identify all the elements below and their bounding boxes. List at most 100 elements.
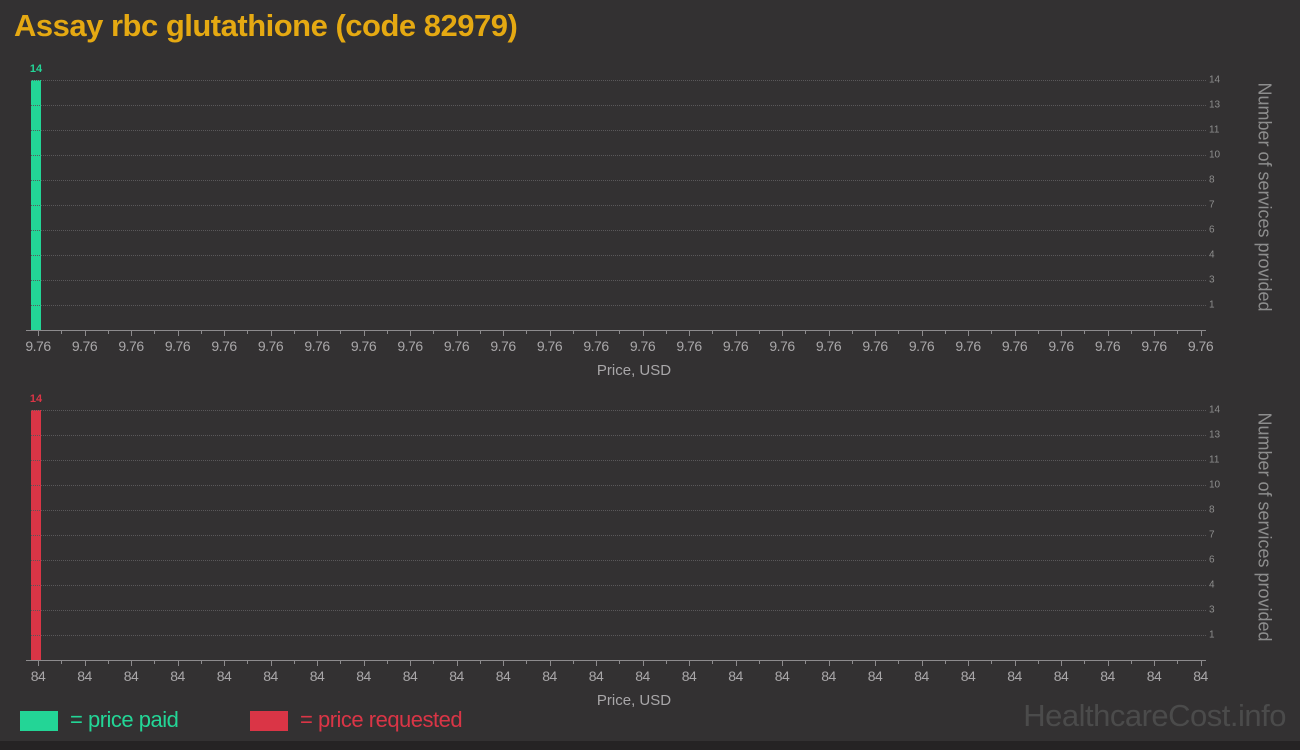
x-axis-tick-label: 9.76 — [815, 338, 842, 354]
gridline — [31, 80, 1206, 81]
x-axis-minor-tick — [479, 661, 481, 664]
x-axis-title: Price, USD — [596, 362, 672, 379]
x-axis-tick-label: 9.76 — [722, 338, 749, 354]
y-axis-tick-label: 14 — [1209, 404, 1221, 416]
x-axis-tick-label: 9.76 — [490, 338, 516, 354]
x-axis-tick-label: 84 — [867, 668, 883, 684]
x-axis-tick — [410, 661, 411, 666]
x-axis-tick — [131, 661, 132, 666]
x-axis-tick — [1200, 331, 1202, 336]
x-axis-tick — [224, 331, 225, 336]
x-axis-tick-label: 9.76 — [443, 338, 470, 354]
x-axis-tick — [177, 331, 179, 336]
x-axis-tick — [1107, 331, 1109, 336]
x-axis-tick — [84, 331, 86, 336]
x-axis-tick-label: 84 — [1007, 668, 1022, 684]
x-axis-tick-label: 9.76 — [350, 338, 377, 354]
x-axis-tick-label: 9.76 — [397, 338, 423, 354]
x-axis-minor-tick — [1177, 661, 1179, 664]
x-axis-minor-tick — [665, 331, 667, 334]
legend-swatch-price-paid — [20, 711, 58, 731]
gridline — [31, 585, 1206, 586]
x-axis-tick — [270, 331, 272, 336]
x-axis-minor-tick — [293, 661, 295, 664]
x-axis-minor-tick — [200, 661, 202, 664]
x-axis-minor-tick — [851, 331, 853, 334]
x-axis-minor-tick — [340, 331, 342, 334]
gridline — [31, 460, 1206, 461]
x-axis-minor-tick — [1037, 661, 1039, 664]
x-axis-minor-tick — [898, 331, 900, 334]
gridline — [31, 610, 1206, 611]
x-axis-tick-label: 84 — [1193, 668, 1208, 684]
x-axis-title: Price, USD — [596, 692, 672, 709]
y-axis-tick-label: 8 — [1209, 174, 1215, 186]
gridline — [31, 255, 1206, 256]
x-axis-tick-label: 84 — [774, 668, 790, 684]
x-axis-minor-tick — [433, 661, 435, 664]
x-axis-tick-label: 9.76 — [955, 338, 981, 354]
x-axis-minor-tick — [61, 661, 63, 664]
x-axis-tick — [317, 331, 318, 336]
x-axis-tick — [1014, 331, 1016, 336]
x-axis-tick — [224, 661, 225, 666]
y-axis-tick-label: 7 — [1209, 529, 1215, 541]
legend-swatch-price-requested — [250, 711, 288, 731]
x-axis-tick-label: 84 — [1053, 668, 1069, 684]
gridline — [31, 280, 1206, 281]
x-axis-tick-label: 9.76 — [1094, 338, 1121, 354]
x-axis-minor-tick — [386, 661, 388, 664]
x-axis-minor-tick — [712, 331, 714, 334]
x-axis-minor-tick — [572, 331, 574, 334]
x-axis-tick — [38, 661, 39, 666]
x-axis-tick — [921, 331, 923, 336]
x-axis-tick-label: 9.76 — [908, 338, 935, 354]
x-axis-tick — [177, 661, 179, 666]
x-axis-minor-tick — [991, 661, 993, 664]
x-axis-tick-label: 9.76 — [25, 338, 51, 354]
x-axis-tick-label: 84 — [309, 668, 325, 684]
gridline — [31, 105, 1206, 106]
y-axis-tick-label: 3 — [1209, 274, 1215, 286]
y-axis-tick-label: 4 — [1209, 249, 1215, 261]
y-axis-tick-label: 1 — [1209, 629, 1215, 641]
x-axis-tick-label: 84 — [1100, 668, 1115, 684]
x-axis-tick — [410, 331, 411, 336]
x-axis-minor-tick — [1084, 661, 1086, 664]
gridline — [31, 205, 1206, 206]
y-axis-title-text: Number of services provided — [1254, 82, 1275, 312]
x-axis-minor-tick — [154, 331, 156, 334]
gridline — [31, 230, 1206, 231]
x-axis-tick — [642, 661, 644, 666]
x-axis-tick — [456, 331, 458, 336]
y-axis-tick-label: 4 — [1209, 579, 1215, 591]
x-axis-tick-label: 84 — [635, 668, 650, 684]
y-axis-tick-label: 11 — [1209, 124, 1220, 136]
legend-label-price-paid: = price paid — [70, 707, 179, 732]
x-axis-minor-tick — [619, 661, 621, 664]
x-axis-minor-tick — [1130, 661, 1132, 664]
x-axis-tick — [596, 331, 597, 336]
x-axis-tick — [549, 331, 551, 336]
bottom-strip — [0, 741, 1300, 750]
gridline — [31, 180, 1206, 181]
x-axis-tick-label: 84 — [681, 668, 697, 684]
y-axis-title-text: Number of services provided — [1254, 412, 1275, 642]
x-axis-minor-tick — [944, 661, 946, 664]
x-axis-tick — [968, 661, 969, 666]
x-axis-minor-tick — [619, 331, 621, 334]
x-axis-tick-label: 84 — [728, 668, 743, 684]
x-axis-minor-tick — [61, 331, 63, 334]
x-axis-minor-tick — [107, 661, 109, 664]
x-axis-minor-tick — [805, 331, 807, 334]
x-axis-tick-label: 9.76 — [769, 338, 795, 354]
x-axis-tick — [270, 661, 272, 666]
x-axis-tick-label: 9.76 — [257, 338, 284, 354]
gridline — [31, 635, 1206, 636]
gridline — [31, 560, 1206, 561]
x-axis-tick-label: 9.76 — [1048, 338, 1074, 354]
x-axis-tick — [1200, 661, 1202, 666]
x-axis-tick — [1061, 661, 1062, 666]
x-axis-tick-label: 9.76 — [862, 338, 888, 354]
